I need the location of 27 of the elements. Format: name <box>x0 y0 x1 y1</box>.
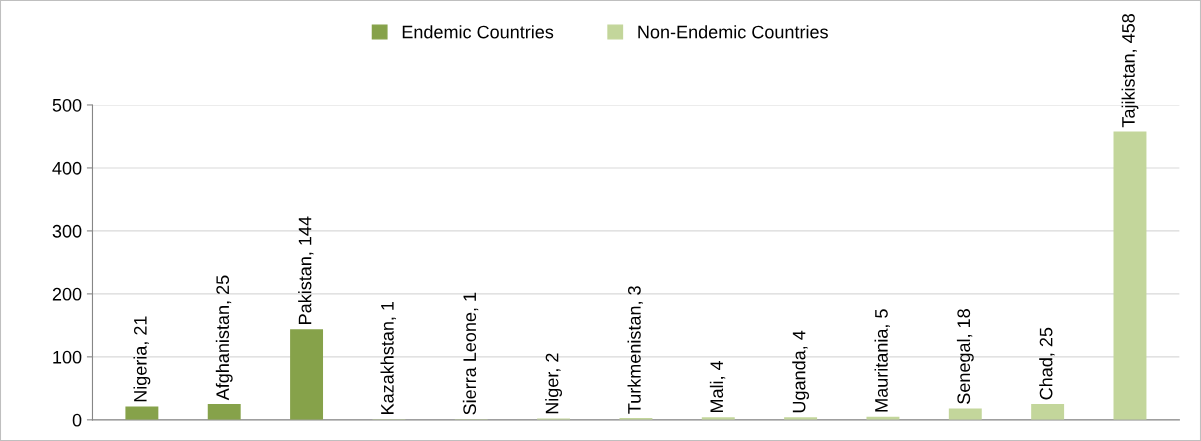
bar <box>125 406 159 420</box>
bar <box>1031 404 1065 420</box>
y-tick-label: 0 <box>72 413 82 427</box>
data-label: Pakistan, 144 <box>298 216 314 324</box>
data-label: Turkmenistan, 3 <box>627 286 643 414</box>
bar <box>207 404 241 420</box>
data-label: Mali, 4 <box>709 360 726 413</box>
bar <box>948 408 982 420</box>
y-tick-label: 300 <box>52 224 82 238</box>
data-label: Kazakhstan, 1 <box>380 301 396 414</box>
bar <box>290 329 324 420</box>
y-tick-label: 400 <box>52 161 82 175</box>
data-label: Senegal, 18 <box>956 309 974 404</box>
data-label: Chad, 25 <box>1039 327 1055 400</box>
y-tick-label: 500 <box>52 98 82 112</box>
data-label: Afghanistan, 25 <box>215 275 233 401</box>
legend-label: Endemic Countries <box>402 25 554 39</box>
legend-label: Non-Endemic Countries <box>638 25 828 39</box>
data-label: Uganda, 4 <box>792 330 810 413</box>
bar <box>1113 131 1147 420</box>
data-label: Tajikistan, 458 <box>1121 14 1139 128</box>
data-label: Nigeria, 21 <box>133 316 151 402</box>
y-tick-label: 100 <box>53 350 82 364</box>
data-label: Niger, 2 <box>545 353 562 414</box>
y-tick-label: 200 <box>52 287 82 301</box>
data-label: Sierra Leone, 1 <box>462 292 479 415</box>
data-label: Mauritania, 5 <box>874 309 890 412</box>
